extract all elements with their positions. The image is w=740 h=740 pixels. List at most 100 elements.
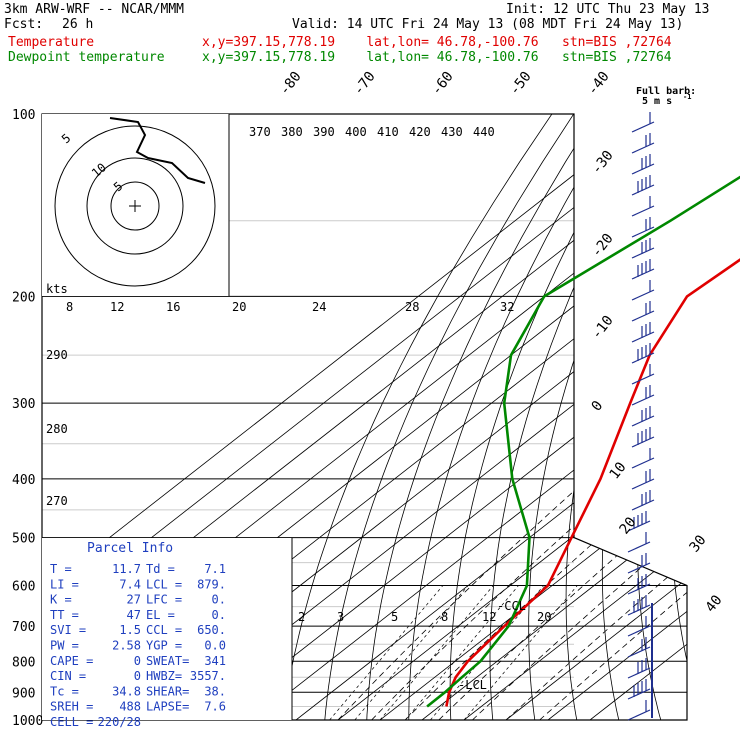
forecast-label: Fcst:	[4, 17, 44, 32]
wind-barb	[631, 394, 655, 406]
parcel-param-value: 7.1	[204, 562, 226, 576]
moist-adiabat	[337, 296, 687, 720]
parcel-param-name: CELL =	[50, 715, 93, 729]
wind-barb	[631, 352, 655, 364]
moist-adiabat	[438, 296, 687, 720]
hodograph-units: kts	[46, 282, 68, 296]
wind-barb	[627, 688, 651, 700]
mixing-ratio-label: 20	[537, 610, 551, 624]
theta-label: 430	[441, 125, 463, 139]
mixing-ratio-line	[379, 585, 494, 720]
wind-barb	[631, 205, 655, 217]
wind-barb	[631, 457, 655, 469]
mixing-ratio-label: 8	[441, 610, 448, 624]
parcel-param-name: Td =	[146, 562, 175, 576]
wind-barb	[631, 478, 655, 490]
pressure-tick-label: 600	[12, 580, 35, 595]
mixing-ratio-label: 5	[391, 610, 398, 624]
parcel-param-name: HWBZ=	[146, 669, 182, 683]
mixing-ratio-line	[404, 585, 519, 720]
parcel-param-name: PW =	[50, 639, 79, 653]
parcel-param-value: 0	[134, 654, 141, 668]
pressure-tick-label: 700	[12, 620, 35, 635]
parcel-param-name: LFC =	[146, 593, 182, 607]
model-title: 3km ARW-WRF -- NCAR/MMM	[4, 2, 185, 17]
isotherm-line	[337, 114, 687, 720]
mixing-ratio-label: 3	[337, 610, 344, 624]
mixing-ratio-label: 12	[482, 610, 496, 624]
parcel-param-name: SHEAR=	[146, 684, 189, 698]
init-time: Init: 12 UTC Thu 23 May 13	[506, 2, 710, 17]
dry-adiabat	[408, 114, 618, 720]
isotherm-label: -60	[429, 69, 457, 99]
wind-barb	[631, 247, 655, 259]
mixing-ratio-label: 2	[298, 610, 305, 624]
hodograph-speed-label: 8	[66, 300, 73, 314]
pressure-tick-label: 900	[12, 686, 35, 701]
parcel-param-value: 488	[119, 700, 141, 714]
barb-unit-exponent: -1	[683, 93, 691, 101]
wind-barb	[631, 331, 655, 343]
dry-adiabat	[449, 114, 640, 720]
temperature-series-line	[445, 258, 740, 707]
parcel-param-value: 0	[134, 669, 141, 683]
hodograph-speed-label: 12	[110, 300, 124, 314]
pressure-tick-label: 100	[12, 108, 35, 123]
wind-barb	[627, 541, 651, 553]
mixing-ratio-line	[329, 585, 444, 720]
full-barb-label: Full barb:	[636, 86, 696, 97]
isotherm-line	[463, 114, 687, 720]
dry-adiabat	[705, 114, 740, 720]
wind-barb	[631, 373, 655, 385]
dewpoint-legend: Dewpoint temperature	[8, 50, 165, 65]
dry-adiabat	[528, 114, 683, 720]
pressure-tick-label: 800	[12, 655, 35, 670]
isotherm-line	[295, 114, 687, 720]
parcel-param-name: CAPE =	[50, 654, 93, 668]
isotherm-label: 10	[607, 459, 630, 482]
isotherm-line	[547, 114, 687, 720]
wind-barb	[631, 289, 655, 301]
dry-adiabat	[671, 114, 687, 720]
parcel-param-name: LAPSE=	[146, 700, 189, 714]
isotherm-label: -40	[585, 69, 613, 99]
parcel-param-value: 3557.	[190, 669, 226, 683]
theta-label: 410	[377, 125, 399, 139]
parcel-param-value: 650.	[197, 623, 226, 637]
theta-label: 380	[281, 125, 303, 139]
parcel-param-value: 2.58	[112, 639, 141, 653]
pressure-tick-label: 500	[12, 532, 35, 547]
isotherm-label: -10	[589, 313, 617, 343]
parcel-info-panel	[42, 538, 292, 720]
theta-label: 370	[249, 125, 271, 139]
parcel-param-name: K =	[50, 593, 72, 607]
temperature-location: x,y=397.15,778.19 lat,lon= 46.78,-100.76…	[202, 35, 672, 50]
moist-adiabat	[371, 296, 687, 720]
wind-barb	[627, 667, 651, 679]
theta-label: 280	[46, 422, 68, 436]
isotherm-label: 20	[617, 514, 640, 537]
parcel-param-value: 11.7	[112, 562, 141, 576]
pressure-tick-label: 1000	[12, 714, 43, 729]
parcel-param-value: 7.4	[119, 577, 141, 591]
parcel-info-title: Parcel Info	[87, 541, 173, 556]
theta-label: 390	[313, 125, 335, 139]
wind-barb	[631, 499, 655, 511]
dry-adiabat	[366, 114, 596, 720]
parcel-param-name: YGP =	[146, 639, 182, 653]
parcel-param-value: 879.	[197, 577, 226, 591]
parcel-param-name: CCL =	[146, 623, 182, 637]
lcl-marker: -LCL	[458, 678, 487, 692]
wind-barb	[631, 184, 655, 196]
hodograph-speed-label: 16	[166, 300, 180, 314]
hodograph-speed-label: 24	[312, 300, 326, 314]
isotherm-line	[379, 114, 687, 720]
pressure-tick-label: 400	[12, 473, 35, 488]
moist-adiabat	[404, 296, 687, 720]
parcel-param-name: LCL =	[146, 577, 182, 591]
pressure-tick-label: 200	[12, 290, 35, 305]
parcel-param-value: 34.8	[112, 684, 141, 698]
parcel-param-name: SREH =	[50, 700, 93, 714]
dry-adiabat	[324, 114, 575, 720]
parcel-param-value: 0.	[212, 608, 226, 622]
